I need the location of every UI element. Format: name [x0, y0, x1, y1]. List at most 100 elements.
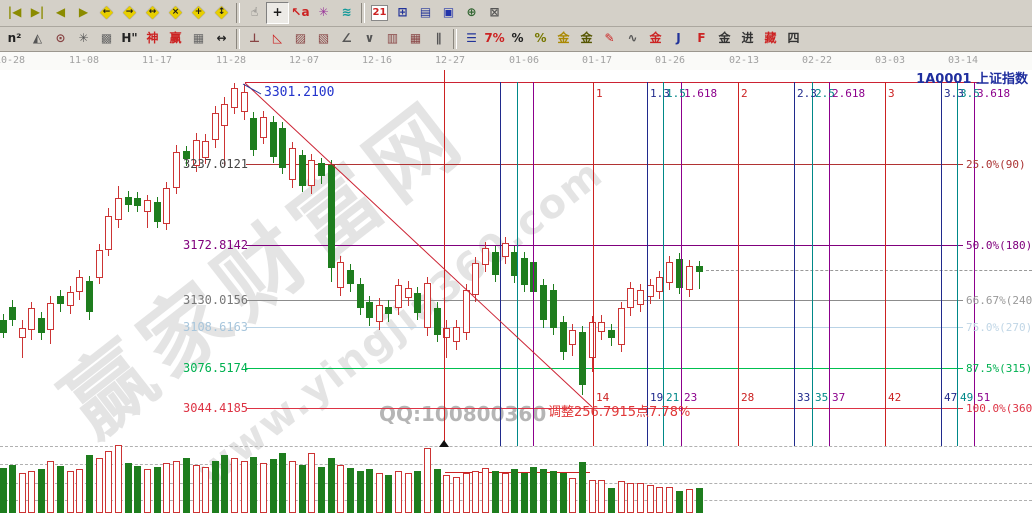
save-floppy-button[interactable]: ▣ [442, 5, 455, 19]
candlestick [424, 283, 431, 328]
fan-box2-button[interactable]: ▧ [317, 31, 330, 45]
volume-bar [163, 463, 170, 513]
volume-bar [193, 465, 200, 513]
cloud-tool-button[interactable]: ≋ [341, 5, 352, 19]
si-angle-button[interactable]: 四 [787, 31, 800, 45]
toolbar-separator [361, 3, 365, 23]
candlestick [550, 290, 557, 328]
candlestick [347, 270, 354, 284]
diamond-arrow-vertical-button[interactable]: ◆ ↕ [210, 2, 233, 24]
candlestick [598, 322, 605, 332]
toolbar-separator [453, 29, 457, 49]
j-angle-button[interactable]: J [676, 31, 681, 45]
hand-tool-button[interactable]: ☝ [250, 5, 259, 19]
jin-angle-button[interactable]: 进 [741, 31, 754, 45]
crosshair-tool-button[interactable]: + [266, 2, 289, 24]
diamond-arrow-right-button[interactable]: ◆ → [118, 2, 141, 24]
candlestick [647, 285, 654, 297]
export-data-button[interactable]: ⊕ [466, 5, 477, 19]
calendar-button-glyph: 21 [371, 5, 388, 21]
diamond-arrow-left-button-diamond: ◆ [99, 2, 114, 22]
circle-compass-button[interactable]: ⊙ [55, 31, 66, 45]
diamond-arrow-left-button[interactable]: ◆ ← [95, 2, 118, 24]
percent-button[interactable]: % [511, 31, 524, 45]
brush-flag-button[interactable]: ✎ [604, 31, 615, 45]
goto-last-button[interactable]: ▶| [30, 5, 45, 19]
send-pc-button[interactable]: ⊠ [489, 5, 500, 19]
cang-angle-button[interactable]: 藏 [764, 31, 777, 45]
volume-bar [96, 458, 103, 513]
pointer-label-tool-button[interactable]: ↖a [291, 5, 310, 19]
current-price-dashed-line [706, 270, 1032, 271]
candlestick [376, 305, 383, 322]
toolbar-separator [236, 3, 240, 23]
candlestick [608, 330, 615, 338]
flower-tool-button[interactable]: ✳ [318, 5, 329, 19]
f-angle-button[interactable]: F [697, 31, 706, 45]
protractor-button[interactable]: ◭ [32, 31, 43, 45]
goto-first-button[interactable]: |◀ [7, 5, 22, 19]
ying-tool-button[interactable]: 赢 [169, 31, 182, 45]
angle-lines-button[interactable]: ∠ [341, 31, 352, 45]
grid-dense-button[interactable]: ▥ [386, 31, 399, 45]
gold-red-button[interactable]: 金 [649, 31, 662, 45]
candlestick [231, 88, 238, 108]
fan-lines-button[interactable]: ◺ [272, 31, 283, 45]
span-marker-button[interactable]: ↔ [216, 31, 227, 45]
percent-risk-button[interactable]: 7% [484, 31, 505, 45]
candlestick [328, 165, 335, 268]
date-label: 02-22 [801, 55, 833, 66]
diamond-arrow-horizontal-button[interactable]: ◆ ↔ [141, 2, 164, 24]
t-grid-button[interactable]: ⊥ [249, 31, 260, 45]
grid-compass-button[interactable]: ▩ [100, 31, 113, 45]
volume-bar [270, 459, 277, 513]
wave-a-button[interactable]: ∿ [627, 31, 638, 45]
step-back-button[interactable]: ◀ [55, 5, 66, 19]
gann-hilo-button[interactable]: Η" [121, 31, 138, 45]
grid-123-button[interactable]: ▦ [192, 31, 205, 45]
diamond-arrow-plus-button[interactable]: ◆ + [187, 2, 210, 24]
gann-square-n2-button[interactable]: n² [7, 31, 22, 45]
candlestick [502, 243, 509, 257]
volume-bar [472, 471, 479, 513]
quote-list-button[interactable]: ▤ [419, 5, 432, 19]
candlestick [540, 285, 547, 320]
shen-tool-button[interactable]: 神 [146, 31, 159, 45]
adjustment-annotation: 调整256.7915点7.78% [548, 405, 691, 420]
fib-multiplier-label: 2 [741, 87, 748, 100]
star-compass-button[interactable]: ✳ [78, 31, 89, 45]
volume-bars-button[interactable]: ☰ [466, 31, 477, 45]
vee-lines-button[interactable]: ∨ [364, 31, 375, 45]
gold-circle-button[interactable]: 金 [557, 31, 570, 45]
grid-dense2-button[interactable]: ▦ [409, 31, 422, 45]
price-level-label: 3044.4185 [183, 401, 249, 415]
fan-box-button[interactable]: ▨ [294, 31, 307, 45]
volume-bar [260, 463, 267, 513]
gann-time-line [812, 82, 813, 446]
calendar-button[interactable]: 21 [368, 2, 391, 24]
time-count-label: 35 [815, 391, 829, 404]
diamond-arrow-cross-button[interactable]: ◆ × [164, 2, 187, 24]
retracement-percent-label: 75.0%(270) [966, 321, 1032, 334]
volume-bar [86, 455, 93, 513]
gold-line-button[interactable]: 金 [580, 31, 593, 45]
gold-angle-button[interactable]: 金 [718, 31, 731, 45]
volume-bar [521, 473, 528, 513]
time-count-label: 21 [666, 391, 680, 404]
diamond-arrow-vertical-button-glyph: ↕ [217, 7, 226, 17]
gann-time-line [738, 82, 739, 446]
volume-bar [598, 480, 605, 513]
candlestick [560, 322, 567, 352]
calculator-button[interactable]: ⊞ [397, 5, 408, 19]
gann-time-line [957, 82, 958, 446]
candlestick [696, 266, 703, 272]
candlestick [28, 308, 35, 330]
percent-line-button[interactable]: % [534, 31, 547, 45]
candlestick [241, 92, 248, 112]
date-label: 03-03 [874, 55, 906, 66]
date-label: 11-28 [215, 55, 247, 66]
parallel-lines-button[interactable]: ∥ [435, 31, 442, 45]
volume-gridline [0, 446, 1032, 447]
step-forward-button[interactable]: ▶ [78, 5, 89, 19]
symbol-label: 1A0001 上证指数 [916, 72, 1028, 87]
